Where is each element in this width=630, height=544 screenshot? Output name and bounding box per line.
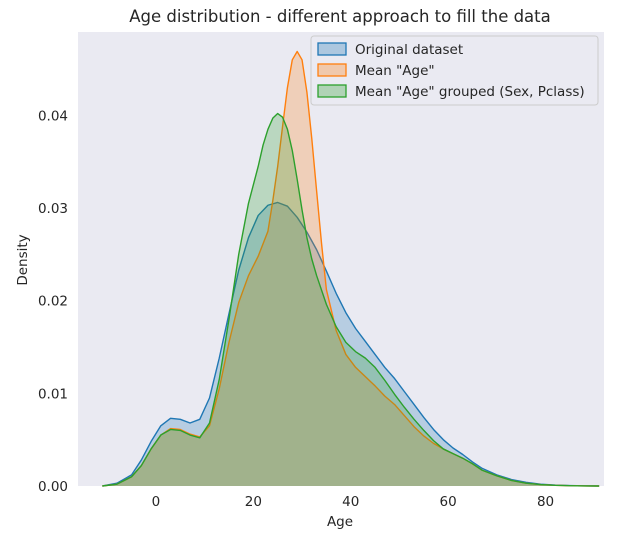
y-tick-label: 0.02 bbox=[38, 294, 68, 310]
x-axis-label: Age bbox=[327, 514, 353, 530]
series-3-area bbox=[102, 113, 600, 486]
legend-swatch bbox=[317, 63, 347, 77]
x-tick-label: 40 bbox=[342, 494, 359, 510]
x-tick-label: 80 bbox=[537, 494, 554, 510]
plot-area bbox=[78, 32, 604, 486]
legend-label: Mean "Age" grouped (Sex, Pclass) bbox=[355, 84, 585, 100]
legend-swatch bbox=[317, 84, 347, 98]
series-1-area bbox=[102, 202, 600, 487]
x-tick-label: 20 bbox=[245, 494, 262, 510]
y-tick-label: 0.00 bbox=[38, 479, 68, 495]
series-layer bbox=[102, 50, 600, 487]
y-axis-label: Density bbox=[15, 234, 31, 285]
legend-label: Original dataset bbox=[355, 42, 463, 58]
y-tick-label: 0.03 bbox=[38, 201, 68, 217]
x-tick-label: 0 bbox=[152, 494, 161, 510]
y-axis-ticks: 0.00 0.01 0.02 0.03 0.04 bbox=[38, 108, 68, 495]
chart-title: Age distribution - different approach to… bbox=[129, 7, 551, 26]
legend-label: Mean "Age" bbox=[355, 63, 435, 79]
series-3-line bbox=[102, 112, 600, 487]
series-1-line bbox=[102, 201, 600, 487]
legend: Original dataset Mean "Age" Mean "Age" gro… bbox=[310, 35, 599, 106]
y-tick-label: 0.04 bbox=[38, 108, 68, 124]
series-2-area bbox=[102, 51, 600, 487]
legend-swatch bbox=[317, 42, 347, 56]
x-axis-ticks: 0 20 40 60 80 bbox=[152, 494, 555, 510]
y-tick-label: 0.01 bbox=[38, 386, 68, 402]
legend-box bbox=[310, 35, 599, 106]
x-tick-label: 60 bbox=[440, 494, 457, 510]
